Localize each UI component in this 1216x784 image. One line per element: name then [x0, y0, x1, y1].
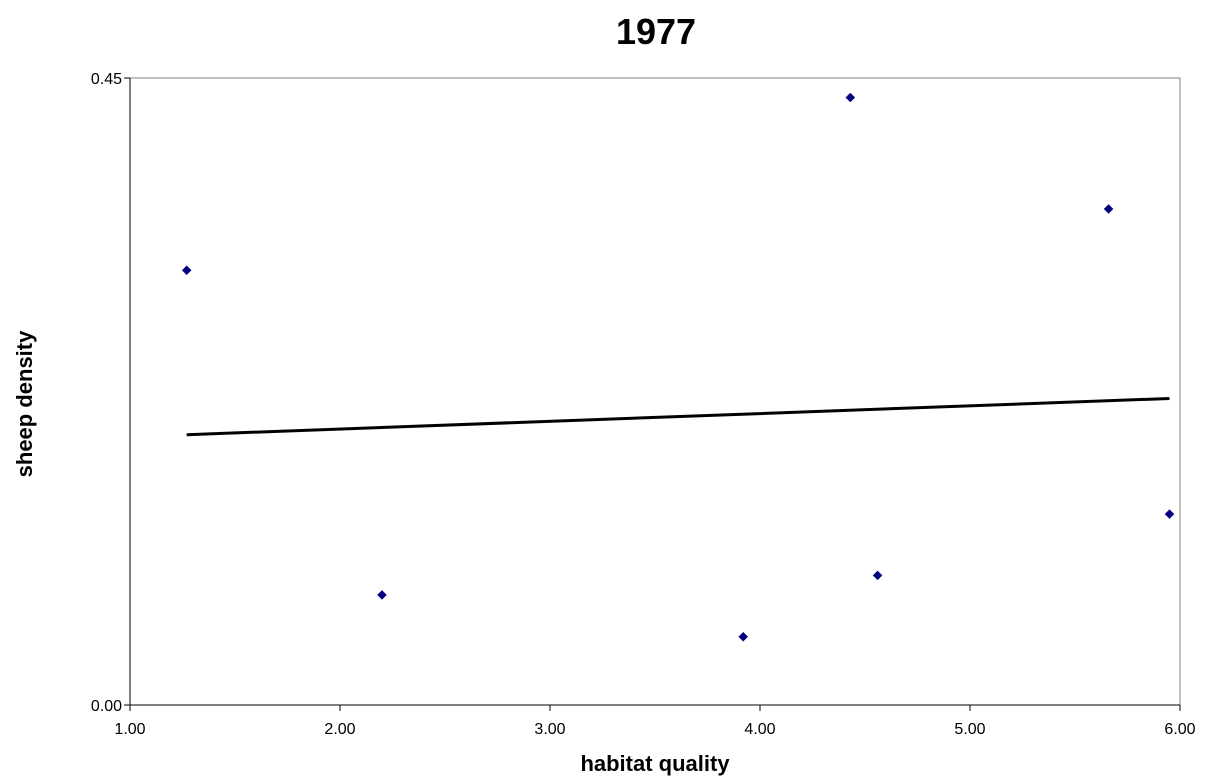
x-tick-label: 5.00 — [954, 721, 985, 738]
x-tick-label: 6.00 — [1164, 721, 1195, 738]
data-point-marker — [181, 265, 192, 276]
x-tick-label: 3.00 — [534, 721, 565, 738]
x-tick-label: 1.00 — [114, 721, 145, 738]
y-tick-label: 0.45 — [91, 71, 122, 88]
plot-area — [129, 77, 1181, 706]
x-tick-label: 2.00 — [324, 721, 355, 738]
data-point-marker — [845, 92, 856, 103]
data-point-marker — [1164, 509, 1175, 519]
axes: 1.00 2.00 3.00 4.00 5.00 6.00 0.00 0.45 — [91, 71, 1196, 738]
y-tick-label: 0.00 — [91, 698, 122, 715]
x-tick-label: 4.00 — [744, 721, 775, 738]
data-point-marker — [738, 631, 749, 642]
x-axis-label: habitat quality — [580, 751, 730, 776]
chart-title: 1977 — [616, 11, 696, 52]
data-point-marker — [377, 590, 387, 600]
y-axis-label: sheep density — [12, 330, 37, 477]
trendline-group — [186, 396, 1170, 437]
trendline — [186, 396, 1170, 437]
data-point-marker — [872, 570, 883, 581]
data-points — [181, 92, 1175, 642]
data-point-marker — [1103, 204, 1114, 214]
